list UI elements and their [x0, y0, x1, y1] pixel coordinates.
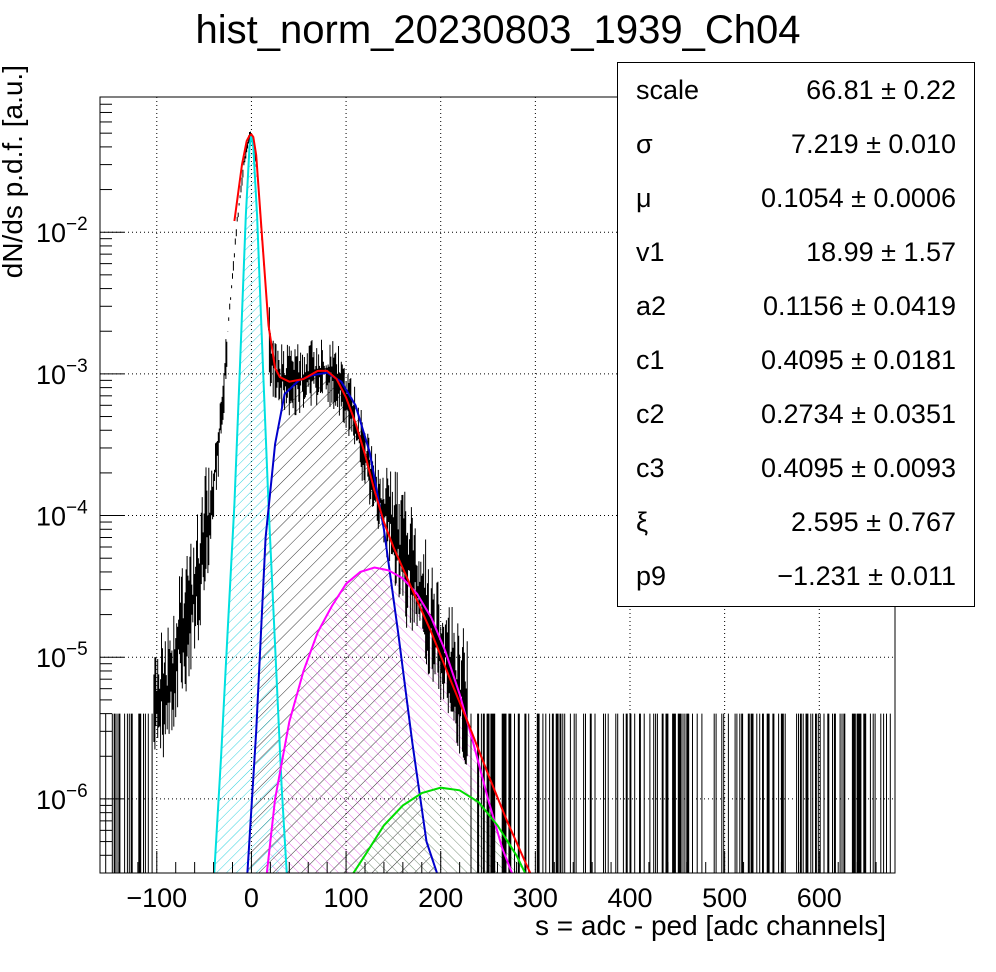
- stat-row-a2: a2 0.1156 ± 0.0419: [618, 279, 974, 333]
- total-fit-curve: [233, 133, 532, 873]
- x-tick-label: 100: [324, 883, 369, 913]
- y-tick-label: 10−4: [36, 498, 88, 532]
- stat-value: 2.595 ± 0.767: [791, 507, 956, 537]
- stat-name: c2: [636, 399, 665, 429]
- stat-row-scale: scale 66.81 ± 0.22: [618, 63, 974, 117]
- pedestal-fill: [213, 134, 288, 873]
- component-fills: [213, 134, 531, 873]
- stat-value: 0.4095 ± 0.0181: [761, 345, 956, 375]
- stat-name: c1: [636, 345, 665, 375]
- stat-name: p9: [636, 561, 667, 591]
- y-tick-label: 10−6: [36, 781, 88, 815]
- stat-value: 0.4095 ± 0.0093: [761, 453, 956, 483]
- axis-ticks: [99, 96, 896, 874]
- stat-value: 0.2734 ± 0.0351: [761, 399, 956, 429]
- three-pe-curve: [352, 786, 527, 873]
- stat-row-v1: v1 18.99 ± 1.57: [618, 225, 974, 279]
- fit-stats-box: scale 66.81 ± 0.22 σ 7.219 ± 0.010 μ 0.1…: [617, 62, 975, 607]
- y-tick-label: 10−5: [36, 639, 88, 673]
- stat-name: ξ: [636, 507, 649, 537]
- two-pe-curve: [265, 566, 514, 873]
- stat-value: 66.81 ± 0.22: [806, 75, 956, 105]
- y-axis-label: dN/ds p.d.f. [a.u.]: [0, 65, 28, 279]
- fit-curves: [213, 133, 532, 873]
- stat-value: 0.1156 ± 0.0419: [763, 291, 956, 321]
- stat-row-c3: c3 0.4095 ± 0.0093: [618, 441, 974, 495]
- axis-tick-labels: −100 0 100 200 300 400 500 600 10−6 10−5 10−4 10−3 1…: [36, 214, 842, 913]
- stat-name: scale: [636, 75, 700, 105]
- x-tick-label: 0: [244, 883, 259, 913]
- chart-title: hist_norm_20230803_1939_Ch04: [195, 8, 801, 52]
- stat-value: 7.219 ± 0.010: [791, 129, 956, 159]
- stat-row-mu: μ 0.1054 ± 0.0006: [618, 171, 974, 225]
- stat-value: 18.99 ± 1.57: [806, 237, 956, 267]
- stat-row-p9: p9 −1.231 ± 0.011: [618, 549, 974, 603]
- y-tick-label: 10−2: [36, 214, 88, 248]
- stat-row-c1: c1 0.4095 ± 0.0181: [618, 333, 974, 387]
- x-tick-label: 400: [607, 883, 652, 913]
- stat-name: a2: [636, 291, 667, 321]
- x-tick-label: 300: [513, 883, 558, 913]
- y-tick-label: 10−3: [36, 356, 88, 390]
- x-tick-label: −100: [126, 883, 187, 913]
- stat-row-xi: ξ 2.595 ± 0.767: [618, 495, 974, 549]
- x-tick-label: 500: [702, 883, 747, 913]
- stat-value: 0.1054 ± 0.0006: [761, 183, 956, 213]
- stat-name: c3: [636, 453, 665, 483]
- stat-name: v1: [636, 237, 665, 267]
- x-tick-label: 200: [418, 883, 463, 913]
- stat-value: −1.231 ± 0.011: [777, 561, 956, 591]
- x-tick-label: 600: [797, 883, 842, 913]
- x-axis-label: s = adc - ped [adc channels]: [535, 910, 886, 941]
- stat-name: μ: [636, 183, 652, 213]
- stat-name: σ: [636, 129, 653, 159]
- stat-row-c2: c2 0.2734 ± 0.0351: [618, 387, 974, 441]
- stat-row-sigma: σ 7.219 ± 0.010: [618, 117, 974, 171]
